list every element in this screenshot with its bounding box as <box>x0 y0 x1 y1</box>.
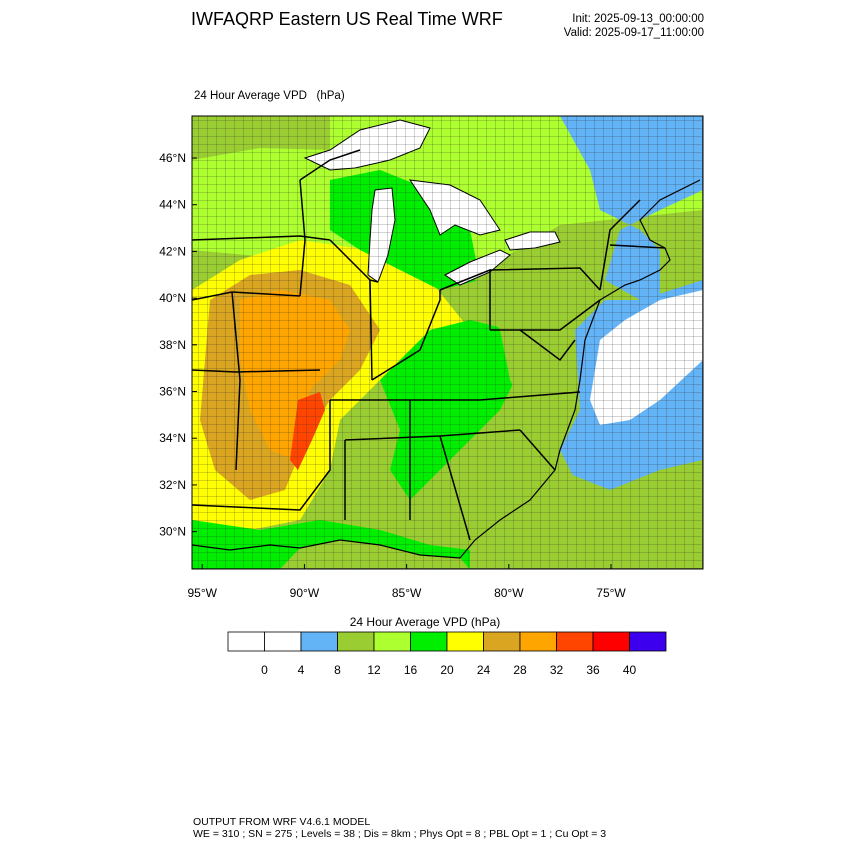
colorbar-swatch <box>483 631 521 652</box>
valid-time: Valid: 2025-09-17_11:00:00 <box>563 27 704 39</box>
colorbar-swatch <box>227 631 265 652</box>
colorbar-swatch <box>446 631 484 652</box>
main-title: IWFAQRP Eastern US Real Time WRF <box>191 9 503 29</box>
state-boundaries <box>192 149 666 541</box>
lat-label: 42°N <box>159 244 186 258</box>
colorbar-tick-label: 12 <box>367 663 381 677</box>
colorbar-swatch <box>592 631 630 652</box>
lat-label: 36°N <box>159 385 186 399</box>
footer-config-line: WE = 310 ; SN = 275 ; Levels = 38 ; Dis … <box>193 828 607 840</box>
colorbar-tick-label: 40 <box>623 663 637 677</box>
longitude-ticks: 95°W 90°W 85°W 80°W 75°W <box>187 564 626 600</box>
colorbar-swatch <box>337 631 375 652</box>
colorbar: 0 4 8 12 16 20 24 28 32 36 40 <box>227 631 667 677</box>
colorbar-swatch <box>556 631 594 652</box>
colorbar-tick-label: 16 <box>404 663 418 677</box>
lat-label: 46°N <box>159 151 186 165</box>
colorbar-swatch <box>629 631 667 652</box>
colorbar-title: 24 Hour Average VPD (hPa) <box>349 615 501 629</box>
lon-label: 95°W <box>187 586 217 600</box>
map-figure: 46°N 44°N 42°N 40°N 38°N 36°N 34°N 32°N 30°N 95°… <box>159 115 704 677</box>
lat-label: 32°N <box>159 478 186 492</box>
colorbar-tick-label: 0 <box>261 663 268 677</box>
lat-label: 34°N <box>159 431 186 445</box>
colorbar-swatch <box>519 631 557 652</box>
latitude-ticks: 46°N 44°N 42°N 40°N 38°N 36°N 34°N 32°N 30°N <box>159 151 197 539</box>
map-subtitle: 24 Hour Average VPD (hPa) <box>194 90 345 102</box>
colorbar-tick-label: 4 <box>298 663 305 677</box>
lon-label: 80°W <box>494 586 524 600</box>
lat-label: 44°N <box>159 198 186 212</box>
lat-label: 38°N <box>159 338 186 352</box>
colorbar-tick-label: 36 <box>586 663 600 677</box>
lon-label: 85°W <box>392 586 422 600</box>
lon-label: 75°W <box>596 586 626 600</box>
colorbar-tick-label: 24 <box>477 663 491 677</box>
coastline <box>192 179 701 559</box>
colorbar-tick-label: 32 <box>550 663 564 677</box>
lat-label: 40°N <box>159 291 186 305</box>
colorbar-swatch <box>300 631 338 652</box>
colorbar-tick-label: 8 <box>334 663 341 677</box>
colorbar-swatch <box>264 631 302 652</box>
colorbar-tick-label: 20 <box>440 663 454 677</box>
map-frame <box>191 115 704 570</box>
county-boundaries <box>192 116 703 569</box>
lat-label: 30°N <box>159 525 186 539</box>
colorbar-swatch <box>373 631 411 652</box>
colorbar-swatch <box>410 631 448 652</box>
footer-model-line: OUTPUT FROM WRF V4.6.1 MODEL <box>193 816 371 828</box>
colorbar-tick-label: 28 <box>513 663 527 677</box>
init-time: Init: 2025-09-13_00:00:00 <box>572 13 704 25</box>
lon-label: 90°W <box>290 586 320 600</box>
